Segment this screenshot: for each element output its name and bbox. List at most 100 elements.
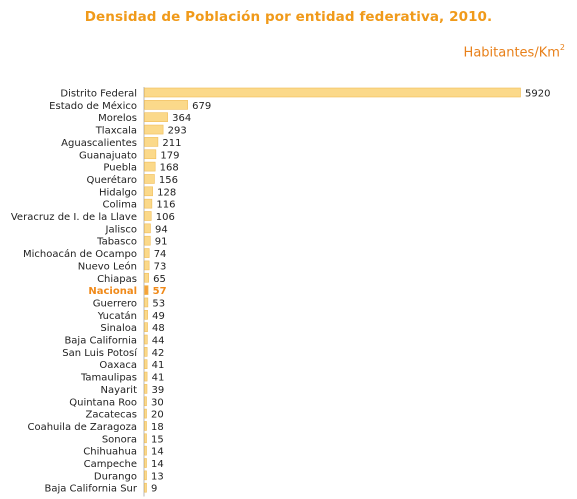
value-label: 65 — [153, 274, 166, 285]
value-label: 5920 — [525, 89, 550, 100]
bar — [144, 260, 150, 271]
value-label: 94 — [155, 224, 168, 235]
category-label: Nayarit — [101, 385, 138, 396]
category-label: Distrito Federal — [60, 89, 137, 100]
bar — [144, 211, 152, 221]
category-label: Nacional — [88, 286, 137, 297]
bar — [144, 347, 148, 357]
category-label: San Luis Potosí — [62, 347, 138, 359]
bar — [144, 322, 148, 332]
bar — [144, 285, 149, 295]
category-label: Querétaro — [87, 174, 137, 186]
bar — [144, 161, 156, 172]
bar — [144, 87, 521, 98]
category-label: Michoacán de Ocampo — [23, 248, 137, 260]
category-label: Sonora — [102, 434, 137, 445]
category-label: Veracruz de I. de la Llave — [11, 212, 137, 223]
value-label: 49 — [152, 311, 165, 322]
category-label: Colima — [102, 200, 137, 211]
category-label: Jalisco — [105, 224, 137, 235]
value-label: 39 — [151, 385, 164, 396]
category-label: Chiapas — [97, 274, 137, 285]
bar — [144, 384, 148, 394]
category-label: Campeche — [84, 459, 137, 470]
category-label: Coahuila de Zaragoza — [27, 422, 137, 433]
value-label: 15 — [151, 434, 164, 445]
category-label: Zacatecas — [85, 410, 137, 421]
bar — [144, 100, 188, 110]
value-label: 74 — [154, 249, 167, 260]
value-label: 41 — [152, 360, 165, 371]
bar — [144, 112, 168, 122]
category-label: Sinaloa — [100, 323, 137, 334]
category-label: Puebla — [103, 163, 137, 174]
bar — [144, 334, 148, 345]
value-label: 293 — [168, 126, 187, 137]
category-label: Baja California — [64, 336, 137, 347]
category-label: Tabasco — [96, 237, 137, 248]
value-label: 679 — [192, 101, 211, 112]
value-label: 168 — [160, 163, 179, 174]
value-label: 48 — [152, 323, 165, 334]
bar — [144, 470, 147, 481]
bar — [144, 198, 153, 209]
category-label: Hidalgo — [99, 187, 137, 198]
bar — [144, 124, 164, 135]
value-label: 42 — [152, 348, 165, 359]
bar — [144, 174, 155, 184]
category-label: Durango — [94, 471, 137, 482]
bar — [144, 445, 147, 456]
value-label: 20 — [151, 410, 164, 421]
category-label: Quintana Roo — [69, 397, 137, 408]
category-label: Oaxaca — [99, 360, 137, 371]
category-label: Morelos — [98, 113, 137, 124]
value-label: 14 — [151, 447, 164, 458]
value-label: 179 — [160, 150, 179, 161]
bar — [144, 272, 149, 283]
value-label: 30 — [151, 397, 164, 408]
value-label: 53 — [152, 298, 165, 309]
bar — [144, 248, 150, 258]
bar — [144, 458, 147, 468]
bar — [144, 371, 148, 382]
value-label: 57 — [153, 286, 167, 297]
bar — [144, 186, 153, 197]
chart-title: Densidad de Población por entidad federa… — [84, 9, 493, 25]
category-label: Chihuahua — [83, 447, 137, 458]
bar — [144, 235, 151, 246]
bar — [144, 482, 147, 493]
value-label: 13 — [151, 471, 164, 482]
value-label: 128 — [157, 187, 176, 198]
category-label: Tamaulipas — [80, 373, 137, 384]
bar — [144, 149, 157, 160]
bar — [144, 137, 159, 147]
value-label: 106 — [156, 212, 175, 223]
category-label: Estado de México — [49, 100, 137, 112]
value-label: 73 — [154, 261, 167, 272]
bar — [144, 396, 147, 407]
category-label: Guerrero — [93, 298, 137, 309]
bar — [144, 433, 147, 444]
unit-superscript: 2 — [559, 43, 565, 52]
value-label: 18 — [151, 422, 164, 433]
category-label: Baja California Sur — [44, 484, 137, 495]
value-label: 211 — [162, 138, 181, 149]
bar — [144, 309, 148, 320]
value-label: 41 — [152, 373, 165, 384]
category-label: Nuevo León — [78, 260, 137, 272]
value-label: 364 — [172, 113, 191, 124]
value-label: 14 — [151, 459, 164, 470]
category-label: Guanajuato — [79, 150, 137, 161]
value-label: 91 — [155, 237, 168, 248]
bar — [144, 421, 147, 431]
bar — [144, 408, 147, 419]
category-label: Yucatán — [97, 310, 137, 322]
unit-label: Habitantes/Km2 — [463, 43, 565, 61]
category-label: Aguascalientes — [61, 138, 137, 149]
bar — [144, 297, 149, 308]
category-label: Tlaxcala — [95, 126, 137, 137]
unit-label-text: Habitantes/Km — [463, 45, 560, 61]
bar — [144, 359, 148, 370]
value-label: 116 — [156, 200, 175, 211]
